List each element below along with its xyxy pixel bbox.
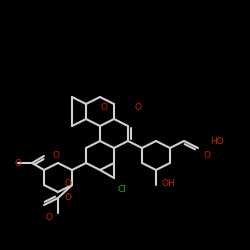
Text: O: O: [64, 194, 71, 202]
Text: O: O: [100, 104, 107, 112]
Text: OH: OH: [162, 178, 176, 188]
Text: O: O: [52, 152, 60, 160]
Text: O: O: [14, 158, 21, 168]
Text: O: O: [134, 104, 141, 112]
Text: O: O: [46, 214, 52, 222]
Text: HO: HO: [210, 136, 224, 145]
Text: O: O: [204, 150, 210, 160]
Text: Cl: Cl: [118, 184, 126, 194]
Text: O: O: [64, 178, 71, 188]
